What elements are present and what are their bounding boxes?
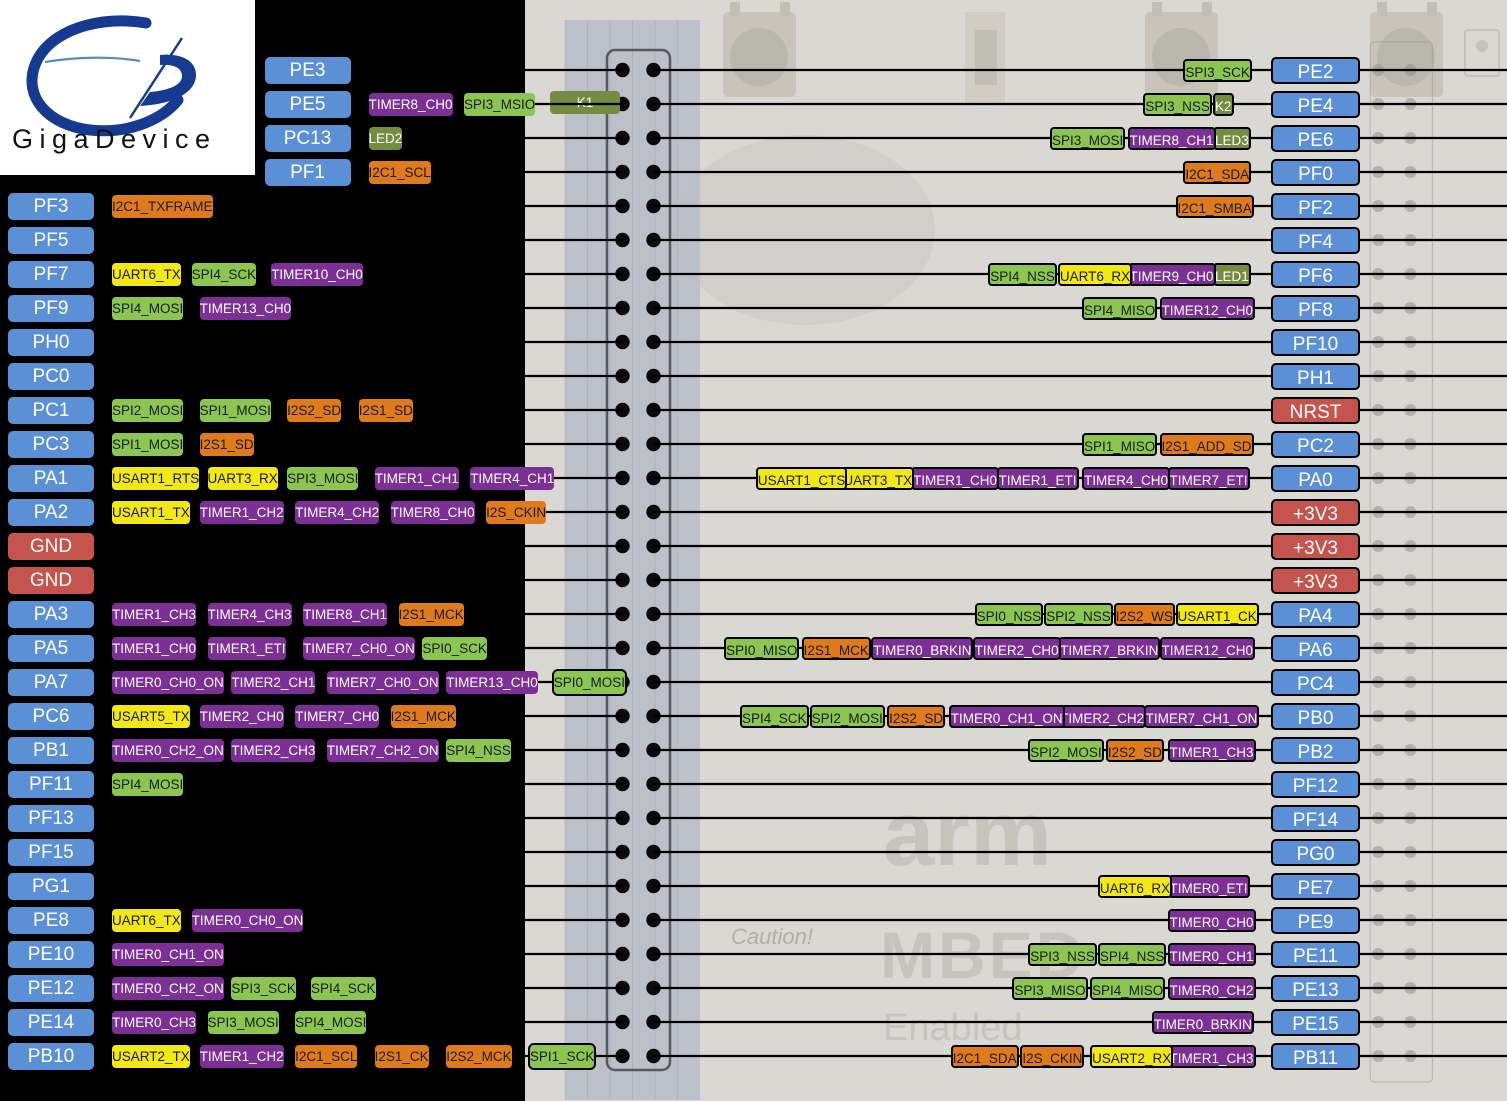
svg-text:GigaDevice: GigaDevice — [12, 124, 217, 154]
